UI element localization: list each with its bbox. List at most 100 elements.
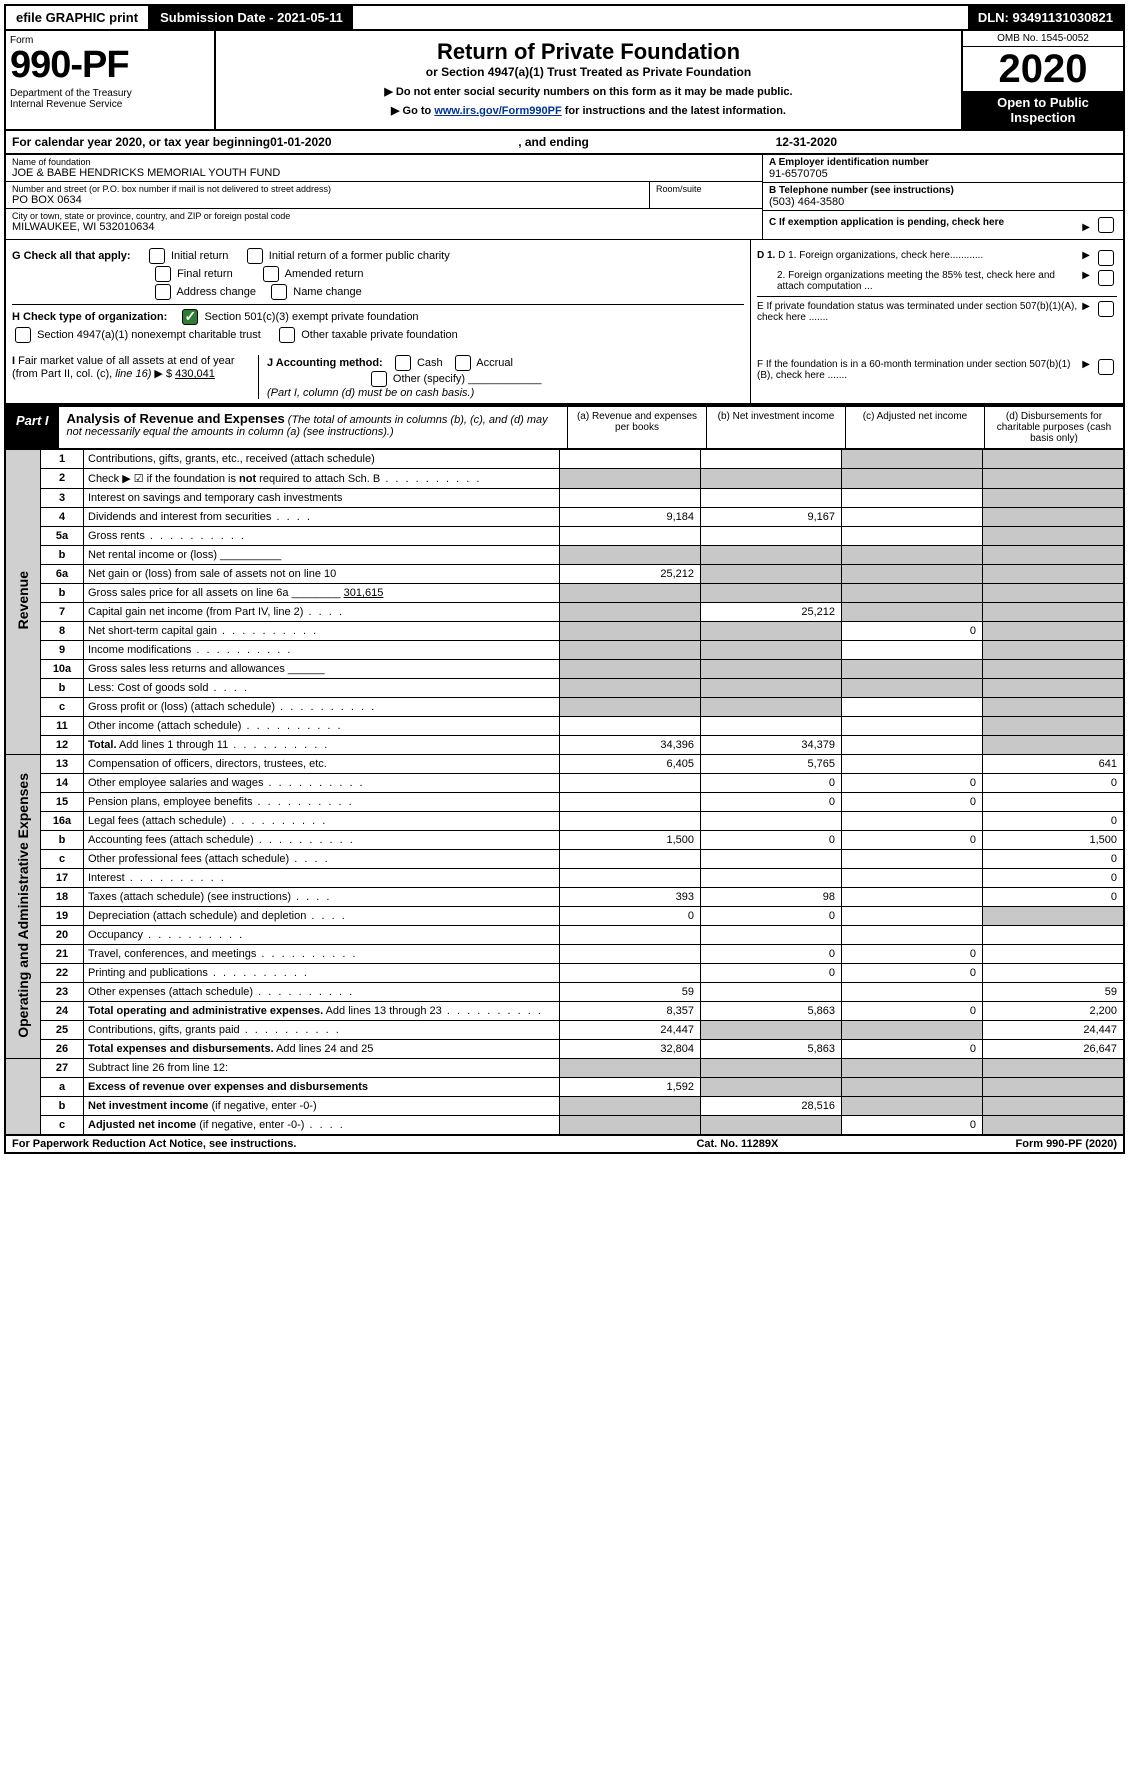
- h-501c3-cb[interactable]: [182, 309, 198, 325]
- e-cb[interactable]: [1098, 301, 1114, 317]
- value-cell: 9,184: [560, 508, 701, 527]
- shaded-cell: [842, 1078, 983, 1097]
- efile-print[interactable]: efile GRAPHIC print: [6, 6, 150, 29]
- shaded-cell: [701, 565, 842, 584]
- c-checkbox[interactable]: [1098, 217, 1114, 233]
- h-label: H Check type of organization:: [12, 311, 167, 323]
- line-description: Check ▶ ☑ if the foundation is not requi…: [84, 469, 560, 489]
- j-note: (Part I, column (d) must be on cash basi…: [267, 387, 474, 399]
- j-other-cb[interactable]: [371, 371, 387, 387]
- value-cell: 0: [842, 1040, 983, 1059]
- table-row: 16aLegal fees (attach schedule)0: [5, 812, 1124, 831]
- table-row: 27Subtract line 26 from line 12:: [5, 1059, 1124, 1078]
- part-1-header: Part I Analysis of Revenue and Expenses …: [4, 405, 1125, 448]
- line-description: Less: Cost of goods sold: [84, 679, 560, 698]
- d1-label: D 1. D 1. Foreign organizations, check h…: [757, 250, 1082, 261]
- line-description: Occupancy: [84, 926, 560, 945]
- value-cell: 1,500: [560, 831, 701, 850]
- g-final-return-cb[interactable]: [155, 266, 171, 282]
- form-note-1: ▶ Do not enter social security numbers o…: [224, 85, 953, 98]
- footer-paperwork: For Paperwork Reduction Act Notice, see …: [12, 1138, 296, 1150]
- shaded-cell: [983, 622, 1125, 641]
- line-number: 3: [41, 489, 84, 508]
- line-number: 9: [41, 641, 84, 660]
- value-cell: 5,863: [701, 1002, 842, 1021]
- tax-year-end: 12-31-2020: [776, 135, 837, 149]
- g-initial-return-cb[interactable]: [149, 248, 165, 264]
- value-cell: [560, 774, 701, 793]
- identification-block: Name of foundation JOE & BABE HENDRICKS …: [4, 155, 1125, 239]
- table-row: 11Other income (attach schedule): [5, 717, 1124, 736]
- g-amended-cb[interactable]: [263, 266, 279, 282]
- table-row: 2Check ▶ ☑ if the foundation is not requ…: [5, 469, 1124, 489]
- shaded-cell: [983, 641, 1125, 660]
- j-cash-cb[interactable]: [395, 355, 411, 371]
- shaded-cell: [560, 1097, 701, 1116]
- shaded-cell: [842, 1059, 983, 1078]
- value-cell: 24,447: [560, 1021, 701, 1040]
- i-fmv-value: 430,041: [175, 368, 215, 380]
- value-cell: 0: [701, 831, 842, 850]
- shaded-cell: [701, 546, 842, 565]
- value-cell: 0: [842, 793, 983, 812]
- shaded-cell: [560, 660, 701, 679]
- col-a-header: (a) Revenue and expenses per books: [567, 407, 706, 448]
- line-description: Other expenses (attach schedule): [84, 983, 560, 1002]
- submission-date: Submission Date - 2021-05-11: [150, 6, 353, 29]
- shaded-cell: [983, 660, 1125, 679]
- foundation-name: JOE & BABE HENDRICKS MEMORIAL YOUTH FUND: [12, 167, 756, 179]
- shaded-cell: [701, 660, 842, 679]
- line-description: Total operating and administrative expen…: [84, 1002, 560, 1021]
- value-cell: [842, 888, 983, 907]
- value-cell: [701, 926, 842, 945]
- value-cell: 98: [701, 888, 842, 907]
- shaded-cell: [560, 546, 701, 565]
- line-description: Subtract line 26 from line 12:: [84, 1059, 560, 1078]
- value-cell: [560, 945, 701, 964]
- g-name-change-cb[interactable]: [271, 284, 287, 300]
- irs-link[interactable]: www.irs.gov/Form990PF: [434, 105, 561, 117]
- line-description: Total expenses and disbursements. Add li…: [84, 1040, 560, 1059]
- shaded-cell: [983, 603, 1125, 622]
- table-row: bLess: Cost of goods sold: [5, 679, 1124, 698]
- g-initial-former-cb[interactable]: [247, 248, 263, 264]
- d1-cb[interactable]: [1098, 250, 1114, 266]
- d2-cb[interactable]: [1098, 270, 1114, 286]
- j-accrual-cb[interactable]: [455, 355, 471, 371]
- f-cb[interactable]: [1098, 359, 1114, 375]
- value-cell: 0: [701, 945, 842, 964]
- form-number: 990-PF: [10, 46, 210, 84]
- h-4947-cb[interactable]: [15, 327, 31, 343]
- line-description: Adjusted net income (if negative, enter …: [84, 1116, 560, 1136]
- table-row: cGross profit or (loss) (attach schedule…: [5, 698, 1124, 717]
- shaded-cell: [983, 489, 1125, 508]
- shaded-cell: [842, 449, 983, 469]
- line-description: Net short-term capital gain: [84, 622, 560, 641]
- side-label: Operating and Administrative Expenses: [5, 755, 41, 1059]
- shaded-cell: [983, 1078, 1125, 1097]
- table-row: 3Interest on savings and temporary cash …: [5, 489, 1124, 508]
- line-description: Net gain or (loss) from sale of assets n…: [84, 565, 560, 584]
- value-cell: 25,212: [701, 603, 842, 622]
- value-cell: [701, 527, 842, 546]
- line-number: 1: [41, 449, 84, 469]
- value-cell: 0: [701, 774, 842, 793]
- shaded-cell: [560, 641, 701, 660]
- side-label: Revenue: [5, 449, 41, 755]
- g-address-change-cb[interactable]: [155, 284, 171, 300]
- form-number-block: Form 990-PF Department of the Treasury I…: [6, 31, 216, 129]
- shaded-cell: [560, 622, 701, 641]
- shaded-cell: [701, 1078, 842, 1097]
- checks-block: G Check all that apply: Initial return I…: [4, 239, 1125, 351]
- part-1-table: Revenue1Contributions, gifts, grants, et…: [4, 448, 1125, 1136]
- shaded-cell: [701, 469, 842, 489]
- table-row: 17Interest0: [5, 869, 1124, 888]
- h-other-taxable-cb[interactable]: [279, 327, 295, 343]
- line-number: c: [41, 850, 84, 869]
- line-description: Gross profit or (loss) (attach schedule): [84, 698, 560, 717]
- omb-number: OMB No. 1545-0052: [963, 31, 1123, 47]
- line-number: 7: [41, 603, 84, 622]
- line-number: 18: [41, 888, 84, 907]
- shaded-cell: [842, 546, 983, 565]
- value-cell: [560, 489, 701, 508]
